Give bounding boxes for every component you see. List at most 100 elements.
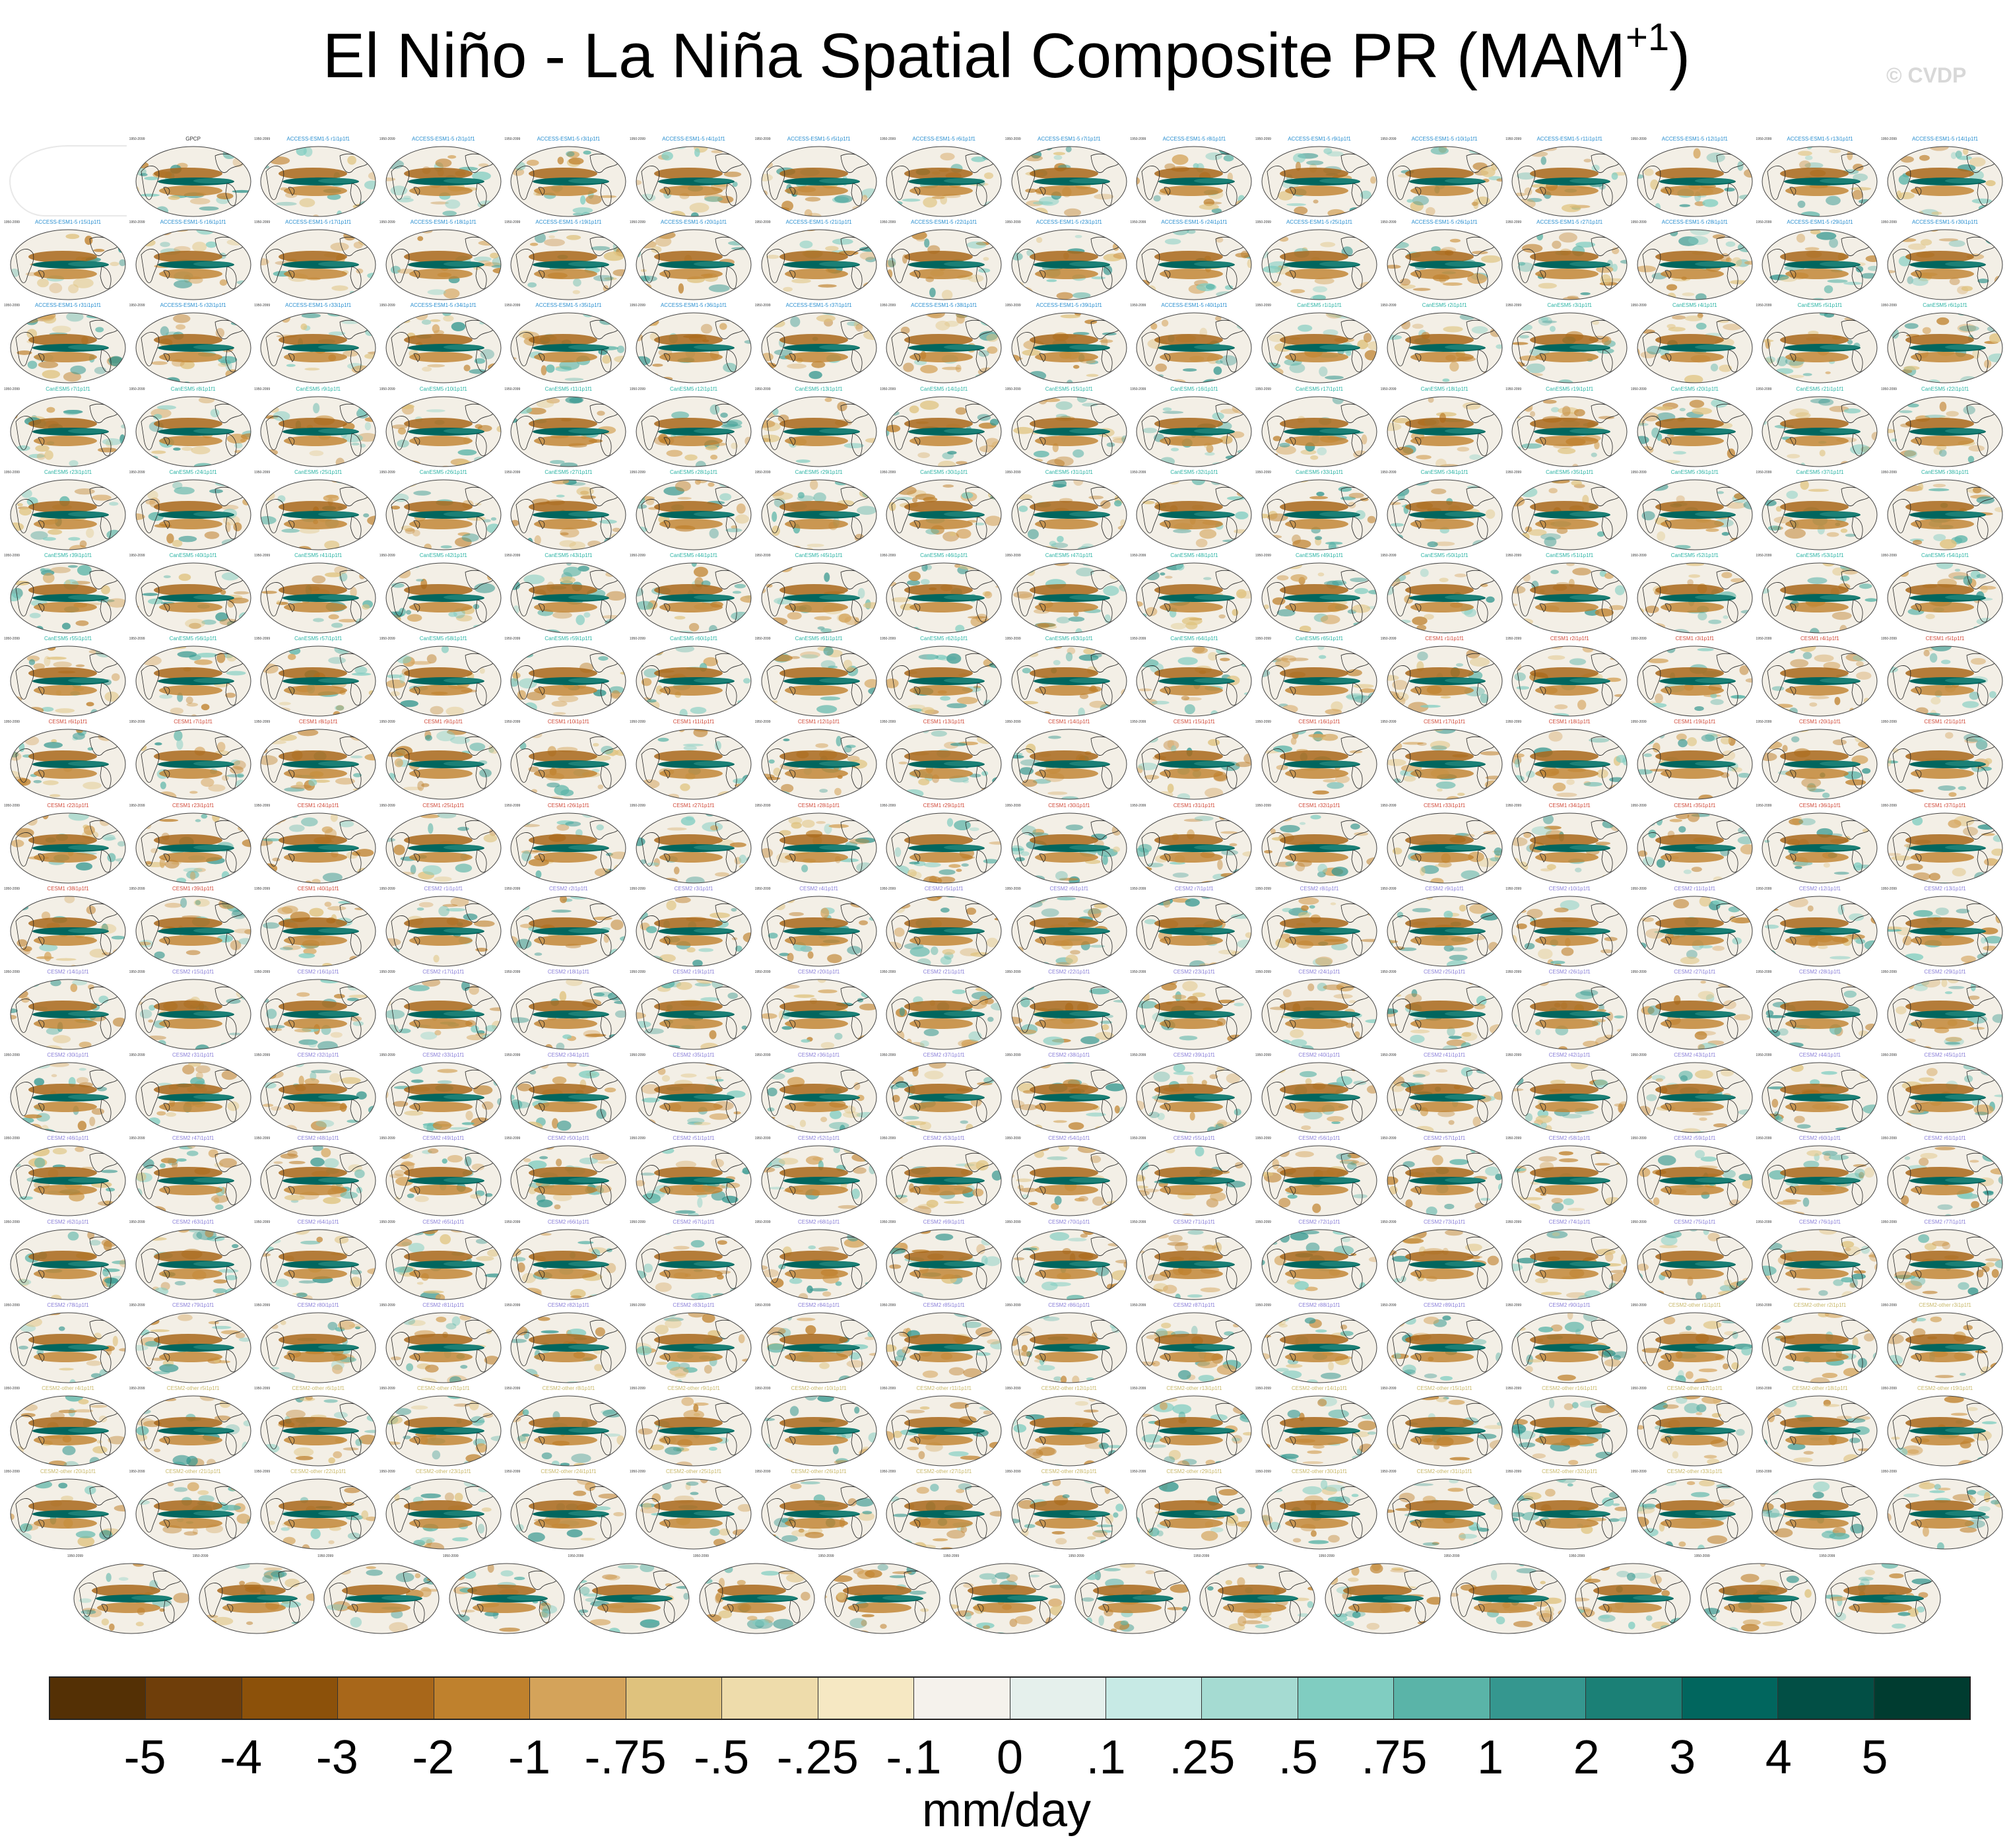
world-map [385,812,502,884]
panel-title: CanESM5 r60i1p1f1 [669,636,718,642]
panel-years: 1950-2099 [1005,1053,1021,1058]
world-map [260,562,376,634]
map-panel: CESM2 r53i1p1f1 1950-2099 [880,1135,1003,1218]
world-map [1136,1229,1252,1300]
panel-years: 1950-2099 [1881,1137,1897,1141]
world-map [385,312,502,383]
panel-years: 1950-2099 [1505,1387,1522,1391]
panel-title: CanESM5 r43i1p1f1 [544,552,593,558]
panel-years: 1950-2099 [754,720,771,725]
panel-years: 1950-2099 [1881,137,1897,141]
panel-years: 1950-2099 [1255,554,1271,558]
map-panel: CESM2 r84i1p1f1 1950-2099 [755,1302,878,1385]
world-map [385,729,502,800]
panel-title: CESM2 r16i1p1f1 [297,969,339,975]
colorbar [49,1676,1971,1720]
map-panel: CanESM5 r29i1p1f1 1950-2099 [755,469,878,552]
map-panel: CESM2 r89i1p1f1 1950-2099 [1381,1302,1503,1385]
world-map [135,896,251,967]
world-map [1387,1312,1503,1383]
map-panel: CESM2 r39i1p1f1 1950-2099 [1130,1052,1253,1135]
panel-title: CESM2 r81i1p1f1 [422,1302,465,1308]
map-panel: ACCESS-ESM1-5 r9i1p1f1 1950-2099 [1255,136,1378,219]
world-map [1887,396,2003,467]
world-map [385,146,502,217]
panel-title: CanESM5 r24i1p1f1 [169,469,217,475]
map-panel: CESM2-other r14i1p1f1 1950-2099 [1255,1385,1378,1468]
map-panel: CESM2 r22i1p1f1 1950-2099 [1005,969,1128,1052]
world-map [1261,1312,1377,1383]
panel-years: 1950-2099 [1505,803,1522,808]
panel-title: CESM2 r73i1p1f1 [1424,1218,1466,1225]
world-map [1011,562,1127,634]
panel-years: 1950-2099 [254,1470,271,1474]
map-panel: CESM2-other r33i1p1f1 1950-2099 [1631,1468,1754,1552]
panel-title: CanESM5 r63i1p1f1 [1045,636,1093,642]
map-panel: CESM1 r19i1p1f1 1950-2099 [1631,719,1754,802]
panel-years: 1950-2099 [1505,1303,1522,1307]
world-map [1011,645,1127,717]
panel-title: CanESM5 r37i1p1f1 [1796,469,1844,475]
world-map [1011,1312,1127,1383]
panel-years: 1950-2099 [880,387,896,391]
world-map [1575,1563,1691,1634]
panel-title: CESM2 r89i1p1f1 [1424,1302,1466,1308]
panel-title: CESM2 r46i1p1f1 [47,1135,89,1142]
map-panel: CanESM5 r17i1p1f1 1950-2099 [1255,386,1378,469]
map-panel: CanESM5 r6i1p1f1 1950-2099 [1881,302,2004,385]
map-panel: ACCESS-ESM1-5 r24i1p1f1 1950-2099 [1130,219,1253,302]
world-map [1261,562,1377,634]
panel-title: CanESM5 r54i1p1f1 [1921,552,1969,558]
panel-title: CESM1 r15i1p1f1 [1173,719,1215,725]
map-panel: CESM2-other r8i1p1f1 1950-2099 [504,1385,627,1468]
panel-title: CESM2 r64i1p1f1 [297,1218,339,1225]
world-map [1387,1145,1503,1216]
colorbar-swatch [1682,1678,1779,1719]
panel-title: CESM2 r83i1p1f1 [673,1302,715,1308]
panel-title: CESM2-other r11i1p1f1 [916,1385,972,1391]
map-panel: CESM2 r32i1p1f1 1950-2099 [254,1052,377,1135]
panel-title: CESM1 r7i1p1f1 [174,719,213,725]
panel-title: CESM2 r80i1p1f1 [297,1302,339,1308]
map-panel: CESM1 r39i1p1f1 1950-2099 [129,886,252,969]
panel-title: GPCP [185,136,201,142]
panel-title: CESM2 r78i1p1f1 [47,1302,89,1308]
world-map [510,896,626,967]
colorbar-swatch [338,1678,434,1719]
map-panel: CanESM5 r56i1p1f1 1950-2099 [129,636,252,719]
panel-years: 1950-2099 [1630,970,1647,974]
world-map [1261,896,1377,967]
map-panel: CESM1 r30i1p1f1 1950-2099 [1005,803,1128,886]
map-panel: ACCESS-ESM1-5 r17i1p1f1 1950-2099 [254,219,377,302]
panel-years: 1950-2099 [442,1554,459,1559]
map-panel: CESM2 r24i1p1f1 1950-2099 [1255,969,1378,1052]
world-map [1011,1229,1127,1300]
panel-title: CESM1 r37i1p1f1 [1924,802,1966,808]
panel-title: ACCESS-ESM1-5 r32i1p1f1 [160,302,226,309]
world-map [1011,1395,1127,1467]
map-panel: CESM1 r21i1p1f1 1950-2099 [1881,719,2004,802]
map-panel: CESM2 r58i1p1f1 1950-2099 [1505,1135,1628,1218]
map-panel: CESM2 r42i1p1f1 1950-2099 [1505,1052,1628,1135]
panel-title: CESM2 r76i1p1f1 [1798,1218,1841,1225]
world-map [1199,1563,1315,1634]
panel-title: CESM2 r55i1p1f1 [1173,1135,1215,1142]
world-map [886,1478,1002,1550]
panel-years: 1950-2099 [880,1470,896,1474]
world-map [886,1229,1002,1300]
panel-title: CanESM5 r11i1p1f1 [544,385,593,392]
world-map [1887,812,2003,884]
panel-title: CanESM5 r46i1p1f1 [920,552,968,558]
world-map [10,979,126,1050]
panel-title: CESM2-other r32i1p1f1 [1542,1468,1598,1475]
world-map [1511,1312,1628,1383]
panel-title: CESM1 r4i1p1f1 [1800,636,1839,642]
colorbar-units: mm/day [921,1784,1092,1837]
world-map [886,146,1002,217]
panel-years: 1950-2099 [1255,1220,1271,1224]
panel-title: CESM1 r40i1p1f1 [297,885,339,892]
map-panel: CESM1 r37i1p1f1 1950-2099 [1881,802,2004,886]
map-panel: CanESM5 r47i1p1f1 1950-2099 [1005,552,1128,636]
world-map [1261,1062,1377,1133]
colorbar-tick-label: .1 [1086,1731,1126,1784]
